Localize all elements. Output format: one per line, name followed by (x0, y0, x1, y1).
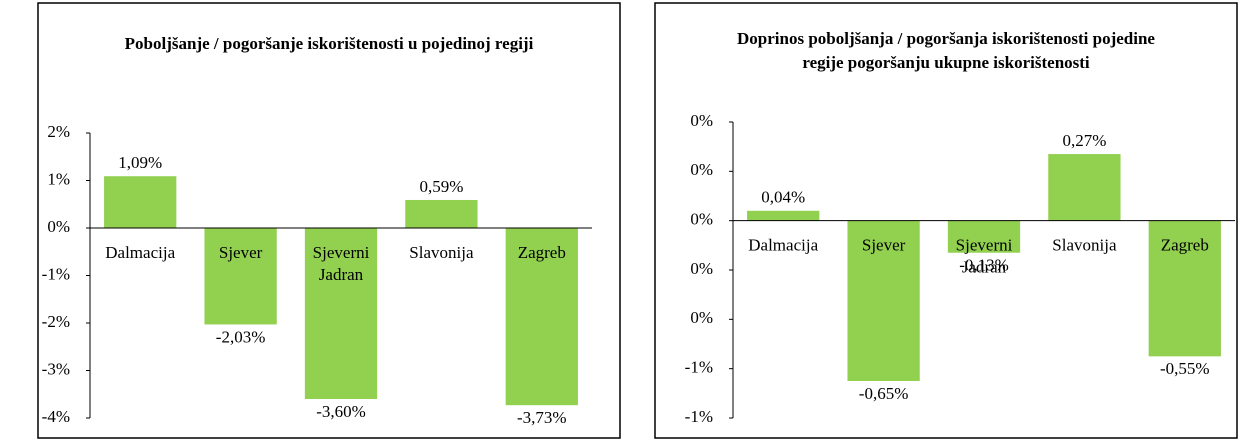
y-tick-label: -1% (685, 358, 713, 377)
value-label: -3,60% (316, 402, 366, 421)
x-tick-label: Sjever (219, 243, 263, 262)
y-tick-label: -1% (685, 407, 713, 426)
bar (947, 220, 1021, 253)
y-tick-label: 0% (690, 308, 713, 327)
y-tick-label: -1% (42, 264, 70, 283)
bar (405, 199, 478, 228)
bar (204, 228, 277, 325)
y-tick-label: 0% (690, 111, 713, 130)
value-label: -3,73% (517, 408, 567, 427)
y-tick-label: 1% (47, 169, 70, 188)
x-tick-label: Zagreb (1161, 236, 1209, 255)
value-label: 0,04% (761, 188, 805, 207)
y-tick-label: 2% (47, 122, 70, 141)
bar (847, 220, 920, 381)
x-tick-label: Sjever (862, 236, 906, 255)
bar (1148, 220, 1221, 357)
value-label: -0,65% (859, 384, 909, 403)
chart-title: Doprinos poboljšanja / pogoršanja iskori… (737, 29, 1155, 72)
x-tick-label: Slavonija (409, 243, 474, 262)
bar (505, 228, 578, 406)
x-tick-label: Sjeverni Jadran (313, 243, 370, 284)
bar (747, 210, 820, 221)
y-tick-label: -3% (42, 359, 70, 378)
bar (104, 176, 177, 228)
bar (1048, 154, 1121, 221)
value-label: 0,27% (1062, 131, 1106, 150)
y-tick-label: 0% (690, 259, 713, 278)
value-label: -2,03% (216, 327, 266, 346)
x-tick-label: Zagreb (518, 243, 566, 262)
value-label: 1,09% (118, 153, 162, 172)
y-tick-label: 0% (690, 160, 713, 179)
y-tick-label: 0% (690, 210, 713, 229)
x-tick-label: Dalmacija (748, 236, 818, 255)
value-label: 0,59% (419, 177, 463, 196)
y-tick-label: -4% (42, 407, 70, 426)
x-tick-label: Slavonija (1052, 236, 1117, 255)
y-tick-label: -2% (42, 312, 70, 331)
value-label: -0,55% (1160, 359, 1210, 378)
y-tick-label: 0% (47, 217, 70, 236)
x-tick-label: Sjeverni Jadran (956, 236, 1013, 277)
x-tick-label: Dalmacija (105, 243, 175, 262)
bar (304, 228, 378, 399)
value-label: -0,13% (959, 256, 1009, 275)
chart-title: Poboljšanje / pogoršanje iskorištenosti … (125, 34, 534, 53)
